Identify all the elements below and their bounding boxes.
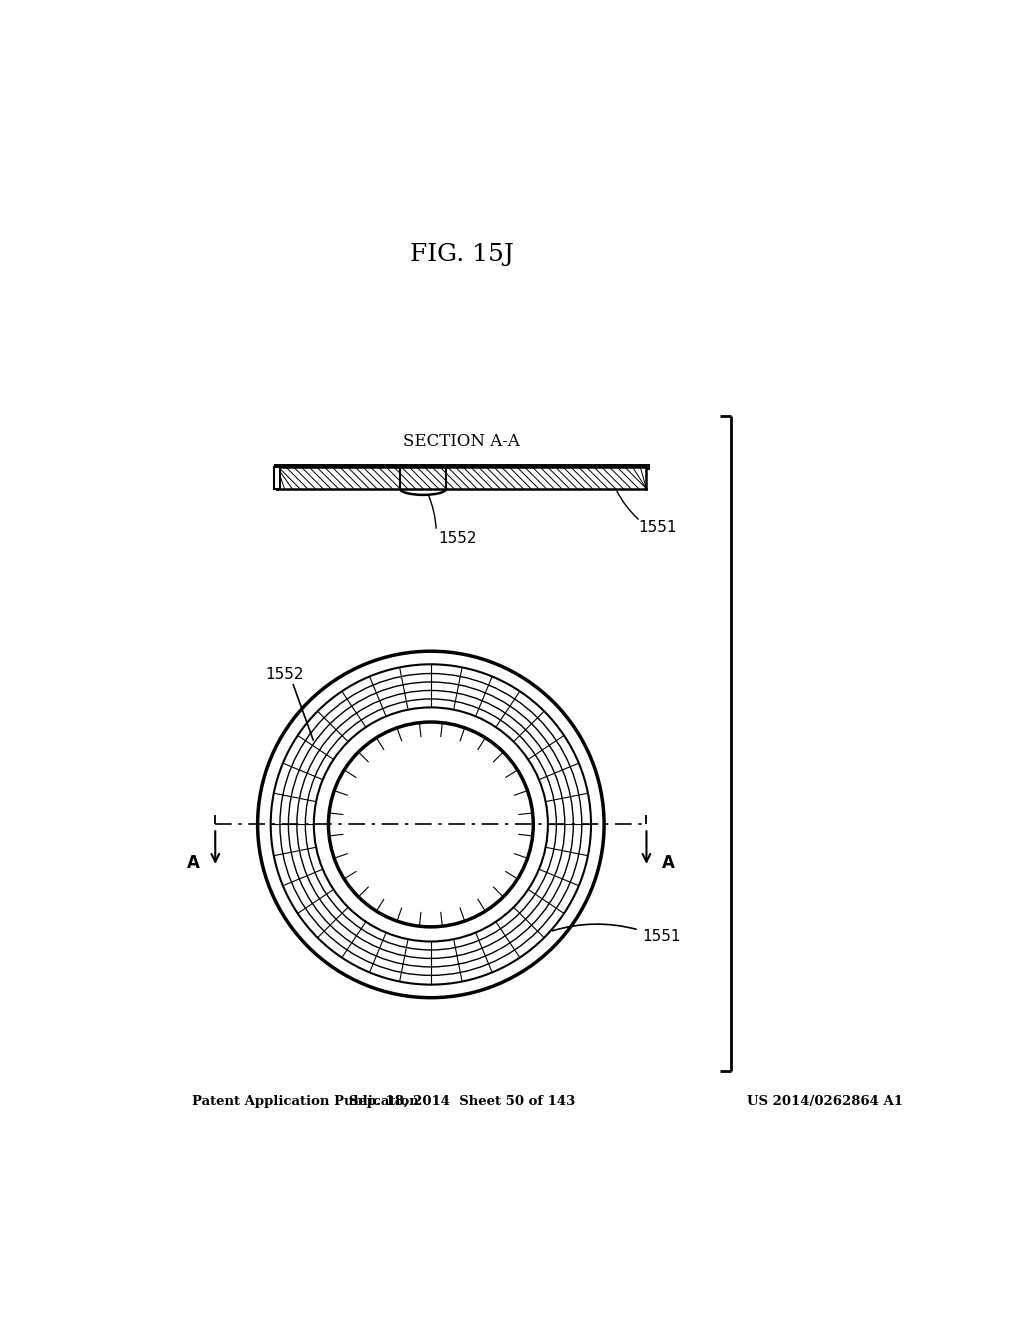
Text: A: A [187, 854, 200, 873]
Text: FIG. 15J: FIG. 15J [410, 243, 514, 267]
Bar [273, 467, 280, 488]
Bar [276, 467, 646, 488]
Circle shape [329, 722, 534, 927]
Text: 1552: 1552 [265, 667, 304, 682]
Text: Patent Application Publication: Patent Application Publication [193, 1096, 419, 1109]
Text: A: A [662, 854, 675, 873]
Text: SECTION A-A: SECTION A-A [403, 433, 520, 450]
Text: 1552: 1552 [438, 531, 477, 546]
Circle shape [258, 651, 604, 998]
Bar [273, 465, 649, 470]
Text: US 2014/0262864 A1: US 2014/0262864 A1 [746, 1096, 902, 1109]
Text: Sep. 18, 2014  Sheet 50 of 143: Sep. 18, 2014 Sheet 50 of 143 [348, 1096, 574, 1109]
Text: 1551: 1551 [639, 520, 677, 535]
Text: 1551: 1551 [643, 928, 681, 944]
